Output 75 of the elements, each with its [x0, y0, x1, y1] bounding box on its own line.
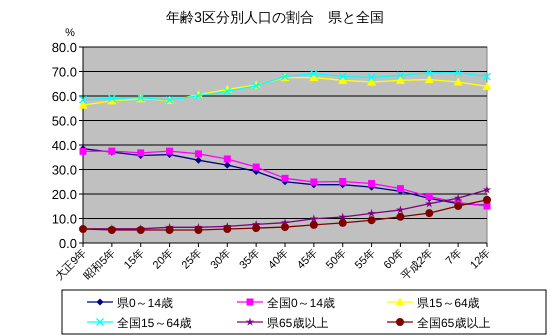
- point: [454, 78, 463, 86]
- point: [483, 196, 491, 204]
- point: [368, 216, 376, 224]
- point: [223, 87, 232, 96]
- x-tick-label: 30年: [208, 246, 234, 272]
- point: [310, 70, 318, 78]
- y-tick-label: 40.0: [52, 138, 77, 153]
- point: [482, 72, 492, 81]
- point: [396, 212, 404, 221]
- point: [425, 209, 434, 218]
- x-tick-label: 20年: [150, 246, 176, 272]
- point: [425, 199, 434, 208]
- point: [368, 180, 376, 187]
- point: [367, 208, 376, 217]
- y-tick-label: 80.0: [52, 40, 77, 55]
- x-tick-label: 12年: [468, 246, 494, 272]
- point: [78, 96, 88, 104]
- y-tick-label: 10.0: [52, 212, 77, 226]
- y-tick-label: 70.0: [52, 64, 77, 80]
- legend-label: 全国65歳以上: [417, 316, 490, 330]
- x-tick-label: 15年: [122, 246, 147, 272]
- point: [338, 72, 347, 81]
- point: [425, 68, 434, 77]
- point: [310, 220, 318, 229]
- point: [166, 226, 174, 234]
- point: [396, 71, 405, 80]
- point: [224, 162, 231, 169]
- point: [78, 100, 88, 109]
- ylabel: %: [65, 27, 75, 39]
- legend-label: 県15～64歳: [417, 296, 480, 310]
- point: [367, 73, 376, 82]
- point: [367, 78, 376, 86]
- y-tick-label: 60.0: [52, 89, 77, 104]
- y-tick-label: 30.0: [52, 162, 77, 178]
- point: [454, 194, 462, 202]
- point: [454, 202, 462, 210]
- point: [282, 174, 288, 182]
- point: [396, 185, 404, 192]
- point: [310, 214, 318, 222]
- point: [224, 155, 231, 162]
- y-tick-label: 50.0: [52, 114, 77, 128]
- legend-label: 県65歳以上: [267, 316, 328, 330]
- x-tick-label: 55年: [352, 246, 378, 272]
- point: [396, 205, 405, 214]
- legend-label: 県0～14歳: [117, 296, 174, 310]
- x-tick-label: 50年: [324, 246, 349, 272]
- x-tick-label: 40年: [266, 246, 292, 272]
- point: [339, 178, 346, 186]
- x-tick-label: 45年: [295, 246, 320, 272]
- point: [194, 226, 202, 234]
- legend-label: 全国15～64歳: [117, 316, 192, 330]
- point: [482, 185, 492, 194]
- point: [424, 75, 434, 84]
- x-tick-label: 35年: [237, 246, 262, 272]
- point: [223, 225, 232, 234]
- point: [80, 148, 86, 155]
- point: [310, 178, 318, 186]
- point: [252, 224, 260, 232]
- point: [137, 149, 144, 156]
- point: [396, 76, 405, 84]
- point: [166, 148, 174, 155]
- point: [194, 156, 202, 164]
- point: [194, 150, 202, 158]
- title: 年齢3区分別人口の割合 県と全国: [166, 9, 384, 25]
- point: [281, 223, 289, 232]
- legend-label: 全国0～14歳: [267, 296, 336, 310]
- point: [482, 82, 492, 90]
- x-tick-label: 7年: [444, 246, 464, 268]
- point: [252, 164, 260, 171]
- x-tick-label: 25年: [180, 246, 205, 272]
- point: [454, 68, 462, 77]
- point: [338, 218, 347, 227]
- y-tick-label: 0.0: [58, 236, 77, 251]
- y-tick-label: 20.0: [52, 187, 77, 202]
- point: [338, 212, 347, 221]
